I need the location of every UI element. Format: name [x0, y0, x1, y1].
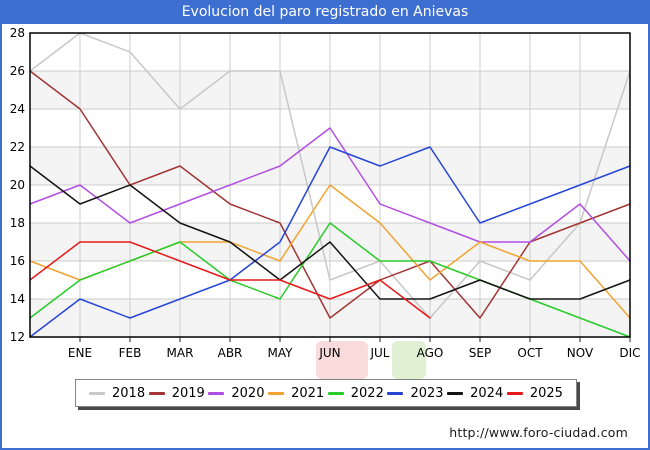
legend-label-2020: 2020 — [231, 385, 265, 401]
legend-label-2025: 2025 — [529, 385, 563, 401]
legend-label-2023: 2023 — [410, 385, 444, 401]
y-tick-label: 18 — [10, 216, 25, 230]
x-tick-label-mar: MAR — [167, 346, 194, 360]
legend-swatch-2025 — [506, 391, 523, 395]
series-line-2018 — [29, 32, 631, 319]
y-tick-label: 28 — [10, 26, 25, 40]
series-line-2020 — [29, 127, 631, 262]
y-tick-label: 26 — [10, 64, 25, 78]
legend-item-2023: 2023 — [387, 385, 444, 401]
legend-item-2022: 2022 — [327, 385, 384, 401]
legend-item-2019: 2019 — [148, 385, 205, 401]
series-line-2023 — [29, 146, 631, 338]
x-tick-label-jun: JUN — [318, 346, 340, 360]
x-tick-label-sep: SEP — [469, 346, 491, 360]
y-tick-label: 16 — [10, 254, 25, 268]
legend-item-2020: 2020 — [208, 386, 264, 401]
series-line-2024 — [29, 165, 631, 300]
y-tick-label: 22 — [10, 140, 25, 154]
y-tick-label: 14 — [10, 292, 25, 306]
legend-swatch-2020 — [208, 391, 225, 395]
legend-swatch-2018 — [89, 391, 105, 395]
x-tick-label-dic: DIC — [619, 346, 640, 360]
x-tick-label-jul: JUL — [369, 346, 389, 360]
legend-label-2018: 2018 — [112, 385, 146, 401]
legend-label-2019: 2019 — [171, 385, 205, 401]
watermark-logo-red — [316, 341, 368, 379]
legend-label-2024: 2024 — [470, 385, 504, 401]
y-tick-label: 24 — [10, 102, 25, 116]
legend-label-2021: 2021 — [291, 385, 325, 401]
footer-url[interactable]: http://www.foro-ciudad.com — [449, 425, 628, 440]
legend-swatch-2024 — [447, 391, 464, 395]
x-tick-label-ene: ENE — [68, 346, 92, 360]
title-bar: Evolucion del paro registrado en Anievas — [0, 0, 650, 24]
x-tick-label-abr: ABR — [218, 346, 243, 360]
x-tick-label-oct: OCT — [517, 346, 543, 360]
x-tick-label-ago: AGO — [417, 346, 444, 360]
legend-swatch-2022 — [327, 391, 344, 395]
legend-swatch-2023 — [387, 391, 404, 395]
legend: 2018 2019 2020 2021 2022 2023 2024 2025 — [75, 379, 577, 407]
x-tick-label-nov: NOV — [567, 346, 594, 360]
legend-item-2021: 2021 — [268, 386, 324, 401]
legend-label-2022: 2022 — [350, 385, 384, 401]
legend-swatch-2019 — [148, 391, 165, 395]
legend-swatch-2021 — [268, 391, 285, 395]
y-tick-label: 20 — [10, 178, 25, 192]
chart-title: Evolucion del paro registrado en Anievas — [181, 4, 469, 20]
legend-item-2024: 2024 — [447, 386, 503, 401]
x-tick-label-feb: FEB — [119, 346, 142, 360]
y-tick-label: 12 — [10, 330, 25, 344]
legend-item-2025: 2025 — [506, 385, 563, 401]
legend-item-2018: 2018 — [89, 386, 145, 401]
series-line-2025 — [29, 241, 431, 319]
x-tick-label-may: MAY — [268, 346, 294, 360]
watermark-logo-green — [392, 341, 426, 379]
